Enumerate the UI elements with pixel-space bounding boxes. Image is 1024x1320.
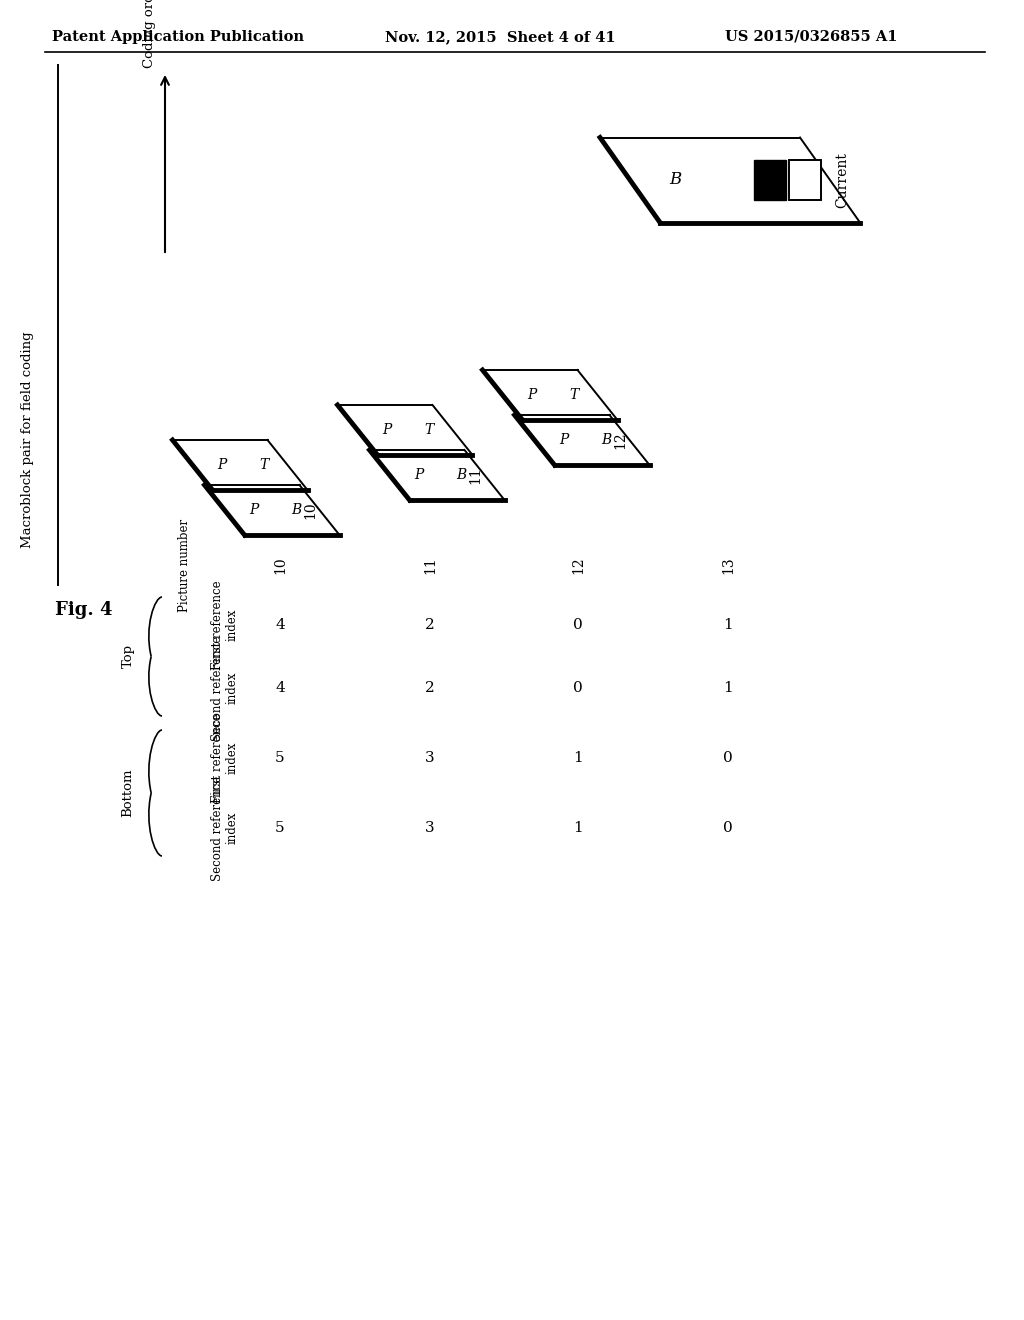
Text: B: B <box>456 469 466 482</box>
Text: 1: 1 <box>723 681 733 696</box>
Text: T: T <box>569 388 579 403</box>
Text: Fig. 4: Fig. 4 <box>55 601 113 619</box>
Text: 3: 3 <box>425 751 435 766</box>
Text: Top: Top <box>122 644 134 668</box>
Text: P: P <box>249 503 259 517</box>
Text: Bottom: Bottom <box>122 768 134 817</box>
Text: First reference
index: First reference index <box>211 713 239 803</box>
Text: Nov. 12, 2015  Sheet 4 of 41: Nov. 12, 2015 Sheet 4 of 41 <box>385 30 615 44</box>
Text: Patent Application Publication: Patent Application Publication <box>52 30 304 44</box>
Text: 1: 1 <box>573 821 583 836</box>
Text: US 2015/0326855 A1: US 2015/0326855 A1 <box>725 30 897 44</box>
Text: 4: 4 <box>275 618 285 632</box>
Polygon shape <box>338 405 472 455</box>
Text: 5: 5 <box>275 821 285 836</box>
Text: 12: 12 <box>571 556 585 574</box>
Text: 5: 5 <box>275 751 285 766</box>
Text: 1: 1 <box>723 618 733 632</box>
Polygon shape <box>482 370 617 420</box>
Text: 1: 1 <box>573 751 583 766</box>
Text: Second reference
index: Second reference index <box>211 635 239 741</box>
Text: Macroblock pair for field coding: Macroblock pair for field coding <box>22 331 35 548</box>
Polygon shape <box>205 484 340 535</box>
Text: 13: 13 <box>810 172 824 189</box>
Text: 0: 0 <box>723 821 733 836</box>
Text: 2: 2 <box>425 681 435 696</box>
Text: 13: 13 <box>721 556 735 574</box>
Text: 0: 0 <box>573 618 583 632</box>
Text: 12: 12 <box>613 432 627 449</box>
Text: 3: 3 <box>425 821 435 836</box>
Text: Picture number: Picture number <box>178 519 191 611</box>
Text: 11: 11 <box>468 466 482 484</box>
Polygon shape <box>790 160 821 201</box>
Text: P: P <box>382 422 392 437</box>
Text: Current: Current <box>835 152 849 209</box>
Polygon shape <box>370 450 505 500</box>
Text: T: T <box>259 458 268 473</box>
Text: 11: 11 <box>423 556 437 574</box>
Text: 2: 2 <box>425 618 435 632</box>
Text: 0: 0 <box>723 751 733 766</box>
Polygon shape <box>754 160 786 201</box>
Text: 4: 4 <box>275 681 285 696</box>
Text: P: P <box>559 433 568 447</box>
Text: P: P <box>415 469 424 482</box>
Text: 0: 0 <box>573 681 583 696</box>
Text: P: P <box>527 388 537 403</box>
Polygon shape <box>172 440 307 490</box>
Text: 10: 10 <box>303 502 317 519</box>
Polygon shape <box>514 414 649 465</box>
Text: First reference
index: First reference index <box>211 581 239 669</box>
Text: B: B <box>601 433 611 447</box>
Text: P: P <box>217 458 226 473</box>
Text: Second reference
index: Second reference index <box>211 775 239 880</box>
Text: Coding order: Coding order <box>143 0 157 69</box>
Text: 10: 10 <box>273 556 287 574</box>
Text: B: B <box>291 503 301 517</box>
Polygon shape <box>600 137 860 223</box>
Text: T: T <box>424 422 433 437</box>
Text: B: B <box>669 172 681 189</box>
